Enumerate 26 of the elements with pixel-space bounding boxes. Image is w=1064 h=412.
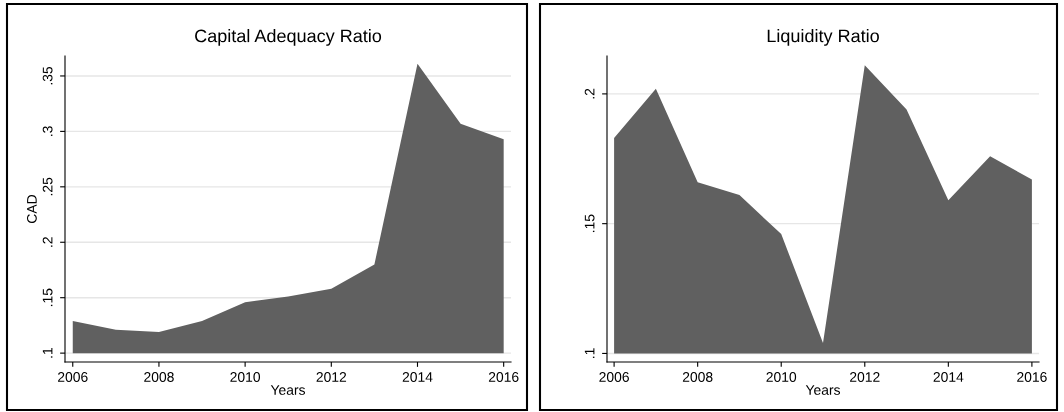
y-tick-label: .1 xyxy=(42,348,53,358)
x-axis-title: Years xyxy=(270,385,306,395)
x-tick-label: 2012 xyxy=(316,372,347,382)
chart-title: Liquidity Ratio xyxy=(767,29,879,46)
y-tick-label: .35 xyxy=(42,66,53,85)
x-tick-label: 2008 xyxy=(144,372,174,382)
x-tick-label: 2014 xyxy=(933,372,964,382)
x-tick-label: 2010 xyxy=(766,372,797,382)
y-axis-title: CAD xyxy=(26,195,37,223)
x-tick-label: 2016 xyxy=(1017,372,1047,382)
x-tick-label: 2006 xyxy=(58,372,88,382)
x-tick-label: 2006 xyxy=(599,372,629,382)
x-axis-title: Years xyxy=(805,385,841,395)
y-tick-label: .3 xyxy=(42,126,53,136)
x-tick-label: 2016 xyxy=(488,372,519,382)
y-tick-label: .25 xyxy=(42,177,53,196)
x-tick-label: 2010 xyxy=(230,372,261,382)
y-tick-label: .1 xyxy=(584,348,595,358)
x-tick-label: 2012 xyxy=(850,372,880,382)
x-tick-label: 2014 xyxy=(402,372,433,382)
x-tick-label: 2008 xyxy=(682,372,713,382)
chart-title: Capital Adequacy Ratio xyxy=(195,29,382,46)
y-tick-label: .15 xyxy=(584,214,595,233)
y-tick-label: .2 xyxy=(584,88,595,99)
y-tick-label: .2 xyxy=(42,237,53,247)
y-tick-label: .15 xyxy=(42,288,53,307)
